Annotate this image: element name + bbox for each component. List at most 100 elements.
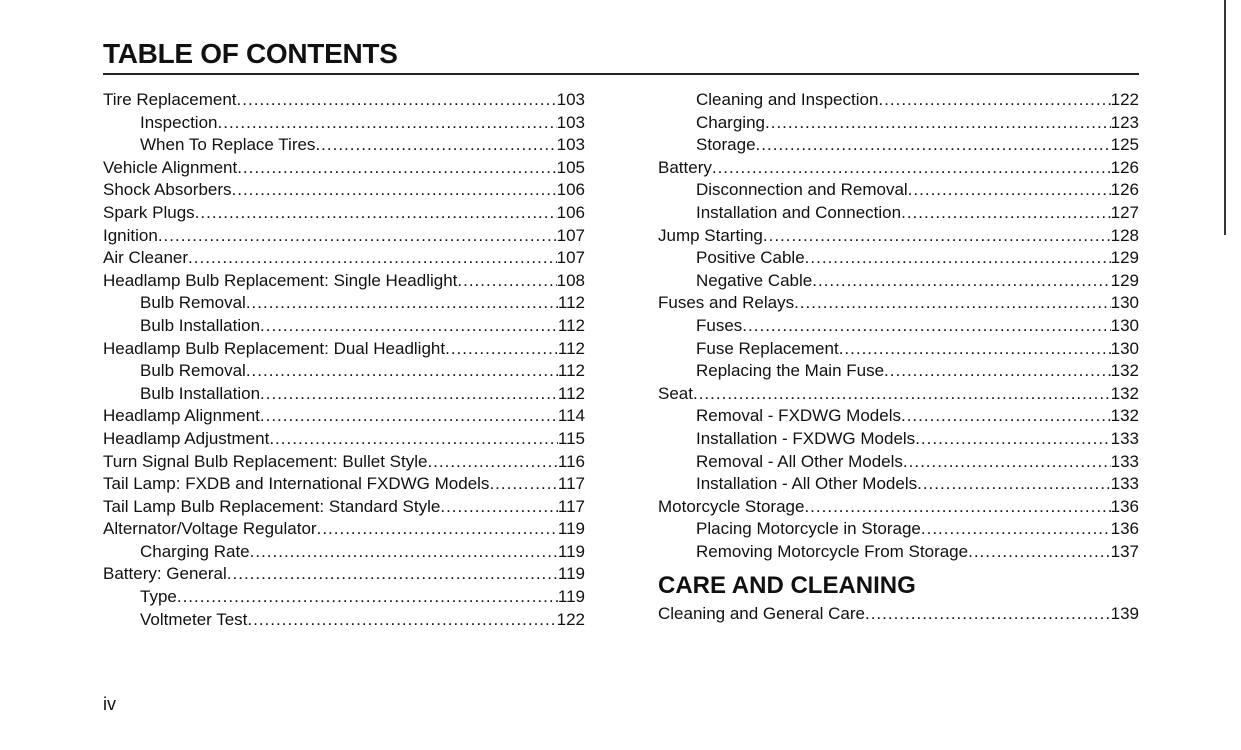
toc-entry[interactable]: Cleaning and General Care 139 [658, 603, 1139, 626]
toc-entry[interactable]: Fuses and Relays 130 [658, 292, 1139, 315]
toc-entry[interactable]: Spark Plugs 106 [103, 202, 585, 225]
dot-leader [794, 292, 1111, 315]
toc-entry-label: Negative Cable [696, 270, 813, 290]
toc-entry[interactable]: Storage 125 [658, 134, 1139, 157]
toc-entry-label: Fuse Replacement [696, 338, 839, 358]
toc-entry-label: Tire Replacement [103, 90, 237, 109]
toc-entry[interactable]: Seat 132 [658, 383, 1139, 406]
dot-leader [315, 134, 556, 157]
toc-entry-label: Removal - FXDWG Models [696, 406, 901, 426]
toc-entry-page: 136 [1110, 496, 1139, 516]
toc-entry-page: 128 [1110, 225, 1139, 245]
toc-entry[interactable]: Headlamp Alignment 114 [103, 405, 585, 428]
toc-entry-label: Removal - All Other Models [696, 451, 903, 471]
dot-leader [195, 202, 557, 225]
toc-entry-label: Installation - All Other Models [696, 474, 918, 494]
toc-entry[interactable]: Installation and Connection 127 [658, 202, 1139, 225]
toc-entry[interactable]: Bulb Removal 112 [103, 292, 585, 315]
dot-leader [177, 586, 558, 609]
toc-entry[interactable]: Type 119 [103, 586, 585, 609]
section-heading-care-and-cleaning: CARE AND CLEANING [658, 572, 916, 600]
toc-entry[interactable]: Charging Rate 119 [103, 541, 585, 564]
toc-entry[interactable]: Negative Cable 129 [658, 270, 1139, 293]
toc-entry-page: 139 [1110, 604, 1139, 624]
page-title: TABLE OF CONTENTS [103, 38, 398, 69]
dot-leader [712, 157, 1111, 180]
toc-entry[interactable]: Cleaning and Inspection 122 [658, 89, 1139, 112]
toc-entry-page: 115 [557, 428, 585, 448]
toc-entry-page: 119 [557, 564, 585, 584]
toc-entry-page: 123 [1110, 112, 1139, 132]
toc-entry-label: Installation - FXDWG Models [696, 428, 916, 448]
toc-entry-label: Spark Plugs [103, 202, 195, 222]
toc-entry[interactable]: Shock Absorbers 106 [103, 179, 585, 202]
toc-left-column: Tire Replacement103Inspection103When To … [103, 89, 585, 631]
toc-entry[interactable]: Fuse Replacement 130 [658, 338, 1139, 361]
toc-entry-label: Positive Cable [696, 248, 805, 268]
toc-entry[interactable]: Positive Cable 129 [658, 247, 1139, 270]
toc-entry-label: Battery: General [103, 564, 227, 584]
toc-entry-label: Bulb Removal [140, 293, 246, 313]
toc-entry[interactable]: Charging 123 [658, 112, 1139, 135]
toc-entry-label: Headlamp Alignment [103, 406, 260, 426]
toc-entry-label: Storage [696, 135, 756, 155]
toc-entry-page: 117 [557, 496, 585, 516]
toc-entry[interactable]: Battery: General 119 [103, 563, 585, 586]
toc-entry[interactable]: Inspection 103 [103, 112, 585, 135]
toc-entry[interactable]: Turn Signal Bulb Replacement: Bullet Sty… [103, 451, 585, 474]
title-rule [103, 73, 1139, 75]
toc-entry-page: 126 [1110, 157, 1139, 177]
toc-entry[interactable]: Tire Replacement 103 [103, 89, 585, 112]
toc-entry[interactable]: Replacing the Main Fuse 132 [658, 360, 1139, 383]
toc-entry[interactable]: Alternator/Voltage Regulator 119 [103, 518, 585, 541]
toc-entry[interactable]: Vehicle Alignment 105 [103, 157, 585, 180]
toc-entry[interactable]: Bulb Installation 112 [103, 383, 585, 406]
dot-leader [756, 134, 1111, 157]
toc-entry[interactable]: Placing Motorcycle in Storage 136 [658, 518, 1139, 541]
toc-entry[interactable]: Tail Lamp Bulb Replacement: Standard Sty… [103, 496, 585, 519]
dot-leader [489, 473, 557, 496]
dot-leader [232, 179, 557, 202]
toc-entry-label: Ignition [103, 225, 158, 245]
toc-entry[interactable]: Headlamp Bulb Replacement: Single Headli… [103, 270, 585, 293]
toc-entry-page: 130 [1110, 315, 1139, 335]
toc-entry-label: Charging [696, 112, 765, 132]
toc-entry[interactable]: Jump Starting 128 [658, 225, 1139, 248]
toc-entry[interactable]: Fuses 130 [658, 315, 1139, 338]
toc-entry[interactable]: Headlamp Bulb Replacement: Dual Headligh… [103, 338, 585, 361]
toc-entry-label: Tail Lamp: FXDB and International FXDWG … [103, 474, 490, 494]
toc-entry[interactable]: Installation - FXDWG Models 133 [658, 428, 1139, 451]
toc-entry-page: 137 [1110, 541, 1139, 561]
dot-leader [742, 315, 1110, 338]
toc-entry-label: Battery [658, 157, 712, 177]
toc-entry[interactable]: Motorcycle Storage 136 [658, 496, 1139, 519]
toc-entry-label: Fuses and Relays [658, 293, 795, 313]
toc-entry[interactable]: Removal - All Other Models 133 [658, 451, 1139, 474]
toc-entry[interactable]: Air Cleaner 107 [103, 247, 585, 270]
toc-entry[interactable]: Ignition 107 [103, 225, 585, 248]
toc-entry-label: Disconnection and Removal [696, 180, 908, 200]
toc-entry[interactable]: Tail Lamp: FXDB and International FXDWG … [103, 473, 585, 496]
toc-entry[interactable]: Disconnection and Removal 126 [658, 179, 1139, 202]
toc-entry-label: Headlamp Adjustment [103, 428, 270, 448]
toc-entry[interactable]: Bulb Removal 112 [103, 360, 585, 383]
dot-leader [804, 496, 1110, 519]
toc-entry-label: Motorcycle Storage [658, 496, 805, 516]
toc-entry-page: 129 [1110, 248, 1139, 268]
toc-entry[interactable]: Battery 126 [658, 157, 1139, 180]
toc-entry[interactable]: Voltmeter Test 122 [103, 609, 585, 632]
dot-leader [317, 518, 558, 541]
toc-entry-label: Vehicle Alignment [103, 157, 238, 177]
toc-entry[interactable]: When To Replace Tires 103 [103, 134, 585, 157]
toc-entry-page: 129 [1110, 270, 1139, 290]
dot-leader [218, 112, 557, 135]
toc-entry-page: 132 [1110, 383, 1139, 403]
toc-entry[interactable]: Headlamp Adjustment 115 [103, 428, 585, 451]
toc-entry-page: 112 [557, 293, 585, 313]
dot-leader [878, 89, 1110, 112]
toc-entry[interactable]: Installation - All Other Models 133 [658, 473, 1139, 496]
toc-entry[interactable]: Bulb Installation 112 [103, 315, 585, 338]
toc-entry-label: When To Replace Tires [140, 135, 316, 155]
toc-entry[interactable]: Removing Motorcycle From Storage 137 [658, 541, 1139, 564]
toc-entry[interactable]: Removal - FXDWG Models 132 [658, 405, 1139, 428]
